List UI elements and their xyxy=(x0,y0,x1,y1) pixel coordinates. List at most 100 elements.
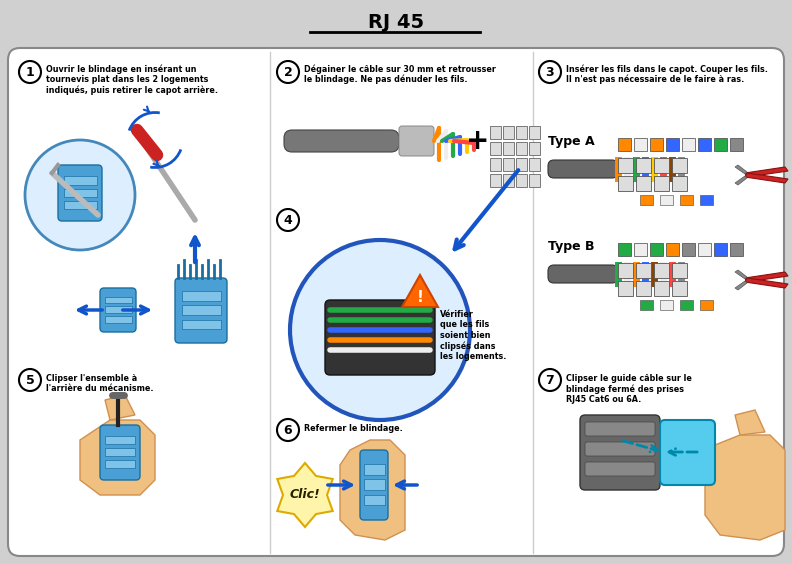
Bar xyxy=(181,305,220,315)
Polygon shape xyxy=(745,272,788,282)
Text: Clipser le guide câble sur le
blindage fermé des prises
RJ45 Cat6 ou 6A.: Clipser le guide câble sur le blindage f… xyxy=(566,374,692,404)
Bar xyxy=(105,436,135,444)
Bar xyxy=(503,174,514,187)
Bar xyxy=(618,263,633,278)
Polygon shape xyxy=(745,278,788,288)
Bar xyxy=(666,243,679,256)
Circle shape xyxy=(277,209,299,231)
Circle shape xyxy=(19,61,41,83)
FancyBboxPatch shape xyxy=(284,130,399,152)
Bar xyxy=(490,126,501,139)
Bar xyxy=(63,188,97,197)
Bar xyxy=(650,138,663,151)
FancyBboxPatch shape xyxy=(8,48,784,556)
Bar xyxy=(636,263,651,278)
Circle shape xyxy=(539,61,561,83)
Bar xyxy=(63,201,97,209)
Bar xyxy=(181,320,220,329)
Text: Insérer les fils dans le capot. Couper les fils.
Il n'est pas nécessaire de le f: Insérer les fils dans le capot. Couper l… xyxy=(566,64,768,85)
FancyBboxPatch shape xyxy=(325,300,435,375)
Bar xyxy=(364,479,384,490)
Bar xyxy=(698,138,711,151)
Bar xyxy=(680,300,693,310)
Bar xyxy=(672,158,687,173)
Bar xyxy=(714,243,727,256)
Bar xyxy=(654,281,669,296)
Bar xyxy=(636,176,651,191)
Bar xyxy=(680,195,693,205)
Bar xyxy=(516,174,527,187)
FancyBboxPatch shape xyxy=(585,422,655,436)
Text: Dégainer le câble sur 30 mm et retrousser
le blindage. Ne pas dénuder les fils.: Dégainer le câble sur 30 mm et retrousse… xyxy=(304,64,496,85)
Polygon shape xyxy=(705,435,785,540)
Text: RJ 45: RJ 45 xyxy=(368,12,424,32)
Bar xyxy=(618,138,631,151)
Bar xyxy=(654,263,669,278)
Bar xyxy=(698,243,711,256)
Bar xyxy=(634,138,647,151)
Bar xyxy=(105,306,131,313)
Bar xyxy=(618,176,633,191)
Text: Clic!: Clic! xyxy=(290,488,321,501)
Text: 6: 6 xyxy=(284,424,292,437)
Bar xyxy=(181,291,220,301)
Text: 4: 4 xyxy=(284,214,292,227)
Bar xyxy=(529,142,540,155)
Bar xyxy=(529,158,540,171)
Bar xyxy=(714,138,727,151)
Polygon shape xyxy=(735,270,747,279)
Text: Refermer le blindage.: Refermer le blindage. xyxy=(304,424,403,433)
Polygon shape xyxy=(735,410,765,435)
Bar xyxy=(516,142,527,155)
FancyBboxPatch shape xyxy=(548,265,618,283)
Circle shape xyxy=(539,369,561,391)
Bar xyxy=(672,281,687,296)
Bar xyxy=(660,195,673,205)
Bar xyxy=(634,243,647,256)
FancyBboxPatch shape xyxy=(360,450,388,520)
Text: Type B: Type B xyxy=(548,240,595,253)
Bar xyxy=(618,281,633,296)
Bar xyxy=(660,300,673,310)
Circle shape xyxy=(290,240,470,420)
Bar xyxy=(490,142,501,155)
Text: Type A: Type A xyxy=(548,135,595,148)
Bar xyxy=(640,300,653,310)
Text: 5: 5 xyxy=(25,373,34,386)
Text: !: ! xyxy=(417,289,424,305)
Polygon shape xyxy=(745,173,788,183)
Bar xyxy=(105,297,131,303)
Bar xyxy=(63,176,97,184)
Bar xyxy=(516,126,527,139)
Bar xyxy=(105,316,131,323)
Bar xyxy=(700,300,713,310)
Bar xyxy=(490,174,501,187)
Circle shape xyxy=(25,140,135,250)
Bar xyxy=(364,495,384,505)
Bar xyxy=(516,158,527,171)
Bar xyxy=(364,464,384,474)
Bar xyxy=(490,158,501,171)
Bar xyxy=(672,176,687,191)
Polygon shape xyxy=(340,440,405,540)
Polygon shape xyxy=(735,281,747,290)
FancyBboxPatch shape xyxy=(399,126,434,156)
FancyBboxPatch shape xyxy=(660,420,715,485)
Circle shape xyxy=(19,369,41,391)
Bar xyxy=(529,126,540,139)
Bar xyxy=(730,243,743,256)
FancyBboxPatch shape xyxy=(100,288,136,332)
Text: Vérifier
que les fils
soient bien
clipsés dans
les logements.: Vérifier que les fils soient bien clipsé… xyxy=(440,310,506,361)
Text: 3: 3 xyxy=(546,65,554,78)
Circle shape xyxy=(277,61,299,83)
Bar xyxy=(529,174,540,187)
Circle shape xyxy=(277,419,299,441)
Bar xyxy=(105,448,135,456)
Text: Ouvrir le blindage en insérant un
tournevis plat dans les 2 logements
indiqués, : Ouvrir le blindage en insérant un tourne… xyxy=(46,64,218,95)
FancyBboxPatch shape xyxy=(548,160,618,178)
Polygon shape xyxy=(277,463,333,527)
Bar xyxy=(105,460,135,469)
Text: 7: 7 xyxy=(546,373,554,386)
Polygon shape xyxy=(402,275,438,307)
Polygon shape xyxy=(735,165,747,174)
